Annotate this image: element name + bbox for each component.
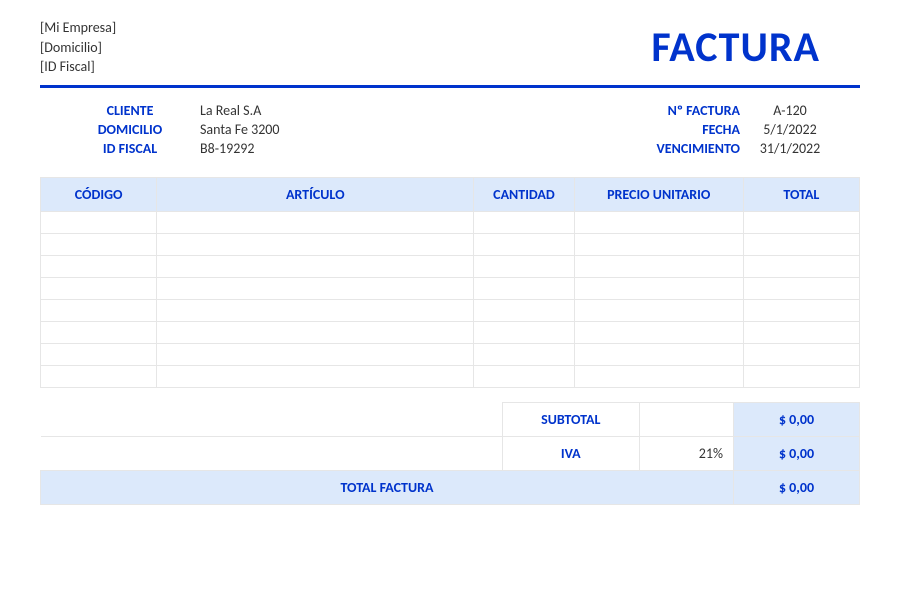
invoice-due: 31/1/2022 (740, 140, 840, 157)
table-cell (157, 343, 474, 365)
totals-table: SUBTOTAL $ 0,00 IVA 21% $ 0,00 TOTAL FAC… (40, 402, 860, 505)
meta-section: CLIENTE La Real S.A DOMICILIO Santa Fe 3… (40, 102, 860, 157)
invoice-title: FACTURA (651, 18, 860, 73)
table-cell (157, 211, 474, 233)
table-cell (41, 321, 157, 343)
invoice-date: 5/1/2022 (740, 121, 840, 138)
col-codigo: CÓDIGO (41, 177, 157, 211)
table-cell (743, 343, 859, 365)
table-cell (41, 233, 157, 255)
col-total: TOTAL (743, 177, 859, 211)
table-cell (743, 321, 859, 343)
table-cell (743, 211, 859, 233)
spacer-cell (41, 436, 503, 470)
table-row (41, 255, 860, 277)
col-precio: PRECIO UNITARIO (574, 177, 743, 211)
table-row (41, 321, 860, 343)
table-cell (474, 211, 574, 233)
client-name: La Real S.A (200, 102, 400, 119)
grand-total-label: TOTAL FACTURA (41, 470, 734, 504)
items-header-row: CÓDIGO ARTÍCULO CANTIDAD PRECIO UNITARIO… (41, 177, 860, 211)
table-row (41, 277, 860, 299)
table-row (41, 233, 860, 255)
company-block: [Mi Empresa] [Domicilio] [ID Fiscal] (40, 18, 116, 77)
table-cell (474, 321, 574, 343)
table-cell (574, 365, 743, 387)
table-cell (474, 365, 574, 387)
grand-total-value: $ 0,00 (734, 470, 860, 504)
table-cell (574, 255, 743, 277)
invoice-meta-block: Nº FACTURA A-120 FECHA 5/1/2022 VENCIMIE… (600, 102, 860, 157)
company-name: [Mi Empresa] (40, 18, 116, 38)
table-cell (574, 321, 743, 343)
iva-value: $ 0,00 (734, 436, 860, 470)
table-row (41, 365, 860, 387)
table-cell (743, 365, 859, 387)
table-cell (474, 277, 574, 299)
iva-row: IVA 21% $ 0,00 (41, 436, 860, 470)
table-cell (157, 299, 474, 321)
table-cell (41, 299, 157, 321)
client-block: CLIENTE La Real S.A DOMICILIO Santa Fe 3… (40, 102, 400, 157)
table-cell (157, 255, 474, 277)
col-cantidad: CANTIDAD (474, 177, 574, 211)
iva-pct: 21% (639, 436, 734, 470)
table-cell (574, 343, 743, 365)
subtotal-value: $ 0,00 (734, 402, 860, 436)
col-articulo: ARTÍCULO (157, 177, 474, 211)
table-cell (157, 233, 474, 255)
table-cell (157, 365, 474, 387)
table-cell (474, 299, 574, 321)
items-body (41, 211, 860, 387)
invoice-number: A-120 (740, 102, 840, 119)
header: [Mi Empresa] [Domicilio] [ID Fiscal] FAC… (40, 18, 860, 88)
invoice-page: [Mi Empresa] [Domicilio] [ID Fiscal] FAC… (0, 0, 900, 525)
table-cell (743, 277, 859, 299)
client-label: CLIENTE (60, 102, 200, 119)
table-cell (41, 211, 157, 233)
table-cell (474, 343, 574, 365)
items-table: CÓDIGO ARTÍCULO CANTIDAD PRECIO UNITARIO… (40, 177, 860, 388)
table-cell (574, 299, 743, 321)
invoice-due-label: VENCIMIENTO (600, 140, 740, 157)
table-cell (574, 277, 743, 299)
table-row (41, 343, 860, 365)
table-cell (474, 233, 574, 255)
table-cell (743, 233, 859, 255)
table-cell (474, 255, 574, 277)
spacer-cell (41, 402, 503, 436)
table-cell (743, 255, 859, 277)
table-cell (41, 277, 157, 299)
table-cell (157, 321, 474, 343)
table-row (41, 211, 860, 233)
table-row (41, 299, 860, 321)
subtotal-mid (639, 402, 734, 436)
table-cell (41, 255, 157, 277)
table-cell (41, 343, 157, 365)
table-cell (157, 277, 474, 299)
grand-total-row: TOTAL FACTURA $ 0,00 (41, 470, 860, 504)
subtotal-row: SUBTOTAL $ 0,00 (41, 402, 860, 436)
table-cell (574, 211, 743, 233)
invoice-number-label: Nº FACTURA (600, 102, 740, 119)
table-cell (41, 365, 157, 387)
company-address: [Domicilio] (40, 38, 116, 58)
table-cell (574, 233, 743, 255)
client-fiscal-id: B8-19292 (200, 140, 400, 157)
invoice-date-label: FECHA (600, 121, 740, 138)
client-address: Santa Fe 3200 (200, 121, 400, 138)
client-fiscal-label: ID FISCAL (60, 140, 200, 157)
client-address-label: DOMICILIO (60, 121, 200, 138)
subtotal-label: SUBTOTAL (503, 402, 640, 436)
company-fiscal-id: [ID Fiscal] (40, 57, 116, 77)
iva-label: IVA (503, 436, 640, 470)
table-cell (743, 299, 859, 321)
